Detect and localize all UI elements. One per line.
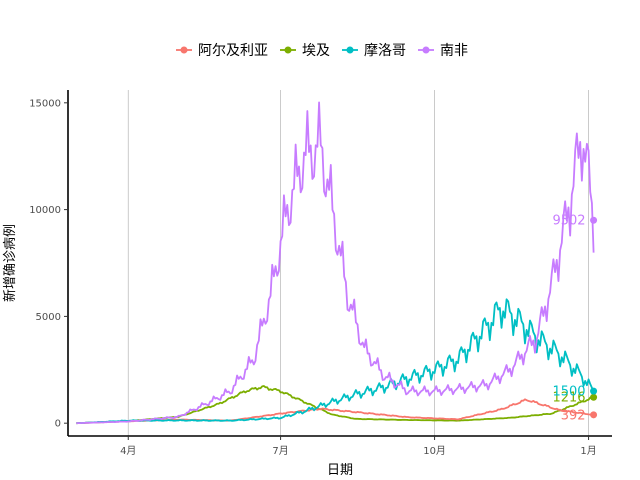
- y-tick-label: 15000: [29, 98, 61, 109]
- legend-item-label: 埃及: [302, 43, 330, 59]
- y-axis-title: 新增确诊病例: [2, 224, 18, 302]
- y-tick-label: 0: [55, 419, 61, 430]
- series-end-marker: [590, 216, 598, 224]
- legend-key-dot: [284, 46, 292, 54]
- legend-item-label: 摩洛哥: [364, 42, 406, 59]
- x-tick-label: 4月: [120, 445, 136, 457]
- series-end-label: 1500: [552, 385, 585, 400]
- legend-key-dot: [422, 46, 430, 54]
- series-end-label: 1216: [552, 391, 585, 406]
- x-tick-label: 7月: [272, 445, 288, 457]
- legend: 阿尔及利亚 埃及 摩洛哥 南非: [176, 42, 468, 59]
- legend-key-dot: [346, 46, 354, 54]
- end-markers: [590, 216, 598, 419]
- end-labels: 1216 392 1500 9502: [552, 214, 585, 424]
- series-line: [76, 101, 595, 425]
- series-end-marker: [590, 411, 598, 419]
- legend-item-label: 南非: [440, 43, 468, 59]
- x-tick-label: 1月: [580, 445, 596, 457]
- grid-lines: [127, 90, 589, 436]
- series-lines: [76, 101, 595, 425]
- series-line: [76, 298, 595, 425]
- series-end-marker: [590, 393, 598, 401]
- y-tick-label: 10000: [29, 205, 61, 216]
- axes: [67, 90, 612, 437]
- series-end-marker: [590, 387, 598, 395]
- x-tick-label: 10月: [423, 445, 446, 457]
- legend-key-dot: [180, 46, 188, 54]
- series-end-label: 392: [561, 408, 586, 423]
- x-axis-title: 日期: [327, 463, 353, 478]
- legend-item-label: 阿尔及利亚: [198, 43, 268, 59]
- tick-labels: 4月 7月 10月 1月 0 5000 10000 15000: [29, 98, 597, 457]
- y-tick-label: 5000: [36, 312, 61, 323]
- series-end-label: 9502: [552, 214, 585, 229]
